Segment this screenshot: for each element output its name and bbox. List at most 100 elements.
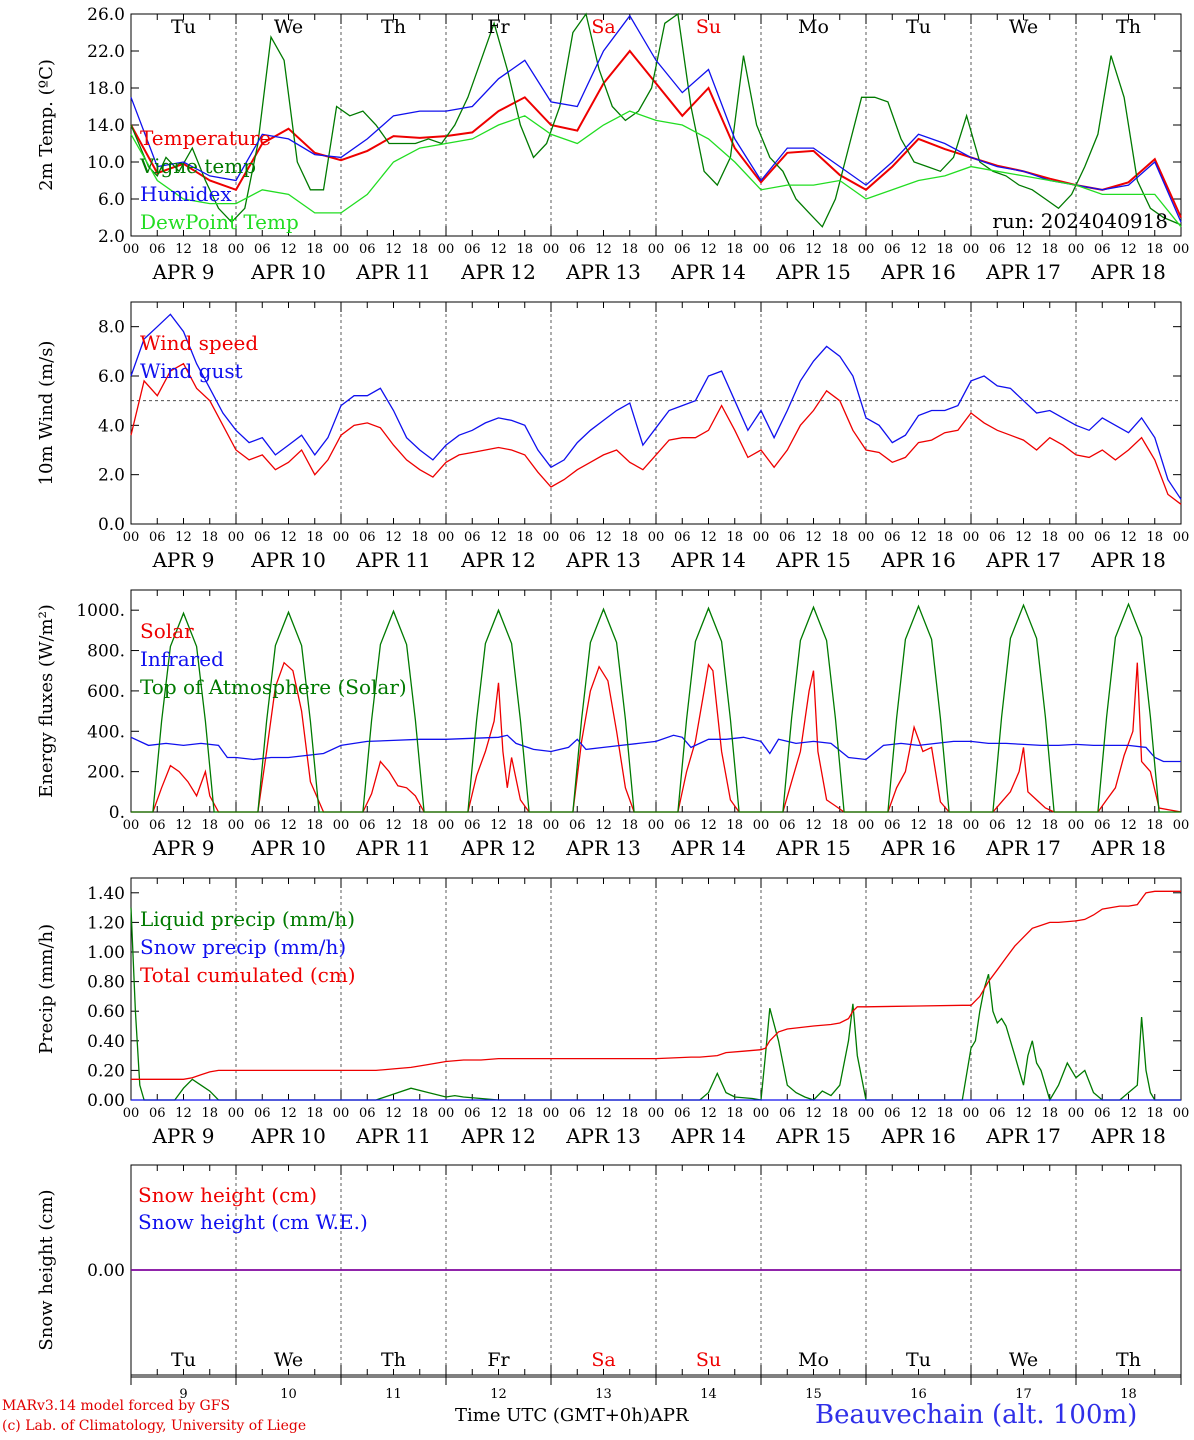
hour-tick-label: 06 — [254, 1106, 271, 1121]
y-tick-label: 1.00 — [87, 943, 125, 963]
hour-tick-label: 00 — [1068, 530, 1085, 545]
date-label: APR 14 — [670, 548, 746, 572]
hour-tick-label: 18 — [831, 530, 848, 545]
hour-tick-label: 00 — [543, 530, 560, 545]
day-number-label: 12 — [490, 1387, 507, 1402]
legend-entry: Vigne temp — [139, 154, 256, 178]
panel-2: 0.0 2.0 4.0 6.0 8.0 10m Wind (m/s) 00 06 12 18 00 0… — [36, 301, 1189, 572]
weekday-label: We — [274, 16, 303, 38]
y-tick-label: 0.00 — [87, 1261, 125, 1281]
series-line — [130, 12, 1182, 228]
hour-tick-label: 06 — [884, 242, 901, 257]
date-label: APR 15 — [775, 260, 851, 284]
hour-tick-label: 18 — [621, 242, 638, 257]
weekday-label: Tu — [171, 1349, 196, 1371]
hour-tick-label: 18 — [1146, 1106, 1163, 1121]
hour-tick-label: 06 — [569, 530, 586, 545]
weekday-label: Su — [696, 16, 721, 38]
y-tick-label: 200. — [87, 763, 125, 783]
hour-tick-label: 18 — [621, 530, 638, 545]
hour-tick-label: 00 — [333, 1106, 350, 1121]
hour-tick-label: 12 — [595, 530, 612, 545]
hour-tick-label: 18 — [411, 1106, 428, 1121]
hour-tick-label: 06 — [884, 1106, 901, 1121]
y-axis-label: Precip (mm/h) — [36, 924, 57, 1054]
hour-tick-label: 18 — [726, 1106, 743, 1121]
series-line — [130, 313, 1182, 500]
hour-tick-label: 06 — [884, 818, 901, 833]
hour-tick-label: 12 — [805, 242, 822, 257]
date-label: APR 10 — [250, 836, 326, 860]
date-label: APR 12 — [460, 1124, 536, 1148]
hour-tick-label: 12 — [1120, 242, 1137, 257]
hour-tick-label: 06 — [149, 530, 166, 545]
hour-tick-label: 06 — [884, 530, 901, 545]
date-label: APR 10 — [250, 548, 326, 572]
hour-tick-label: 00 — [228, 818, 245, 833]
hour-tick-label: 12 — [490, 242, 507, 257]
hour-tick-label: 18 — [1041, 818, 1058, 833]
weekday-label: We — [1009, 1349, 1038, 1371]
day-number-label: 14 — [700, 1387, 717, 1402]
hour-tick-label: 12 — [1120, 530, 1137, 545]
hour-tick-label: 18 — [831, 242, 848, 257]
hour-tick-label: 18 — [1146, 530, 1163, 545]
hour-tick-label: 18 — [1041, 530, 1058, 545]
hour-tick-label: 12 — [805, 818, 822, 833]
hour-tick-label: 06 — [464, 242, 481, 257]
hour-tick-label: 00 — [228, 242, 245, 257]
hour-tick-label: 12 — [1015, 242, 1032, 257]
hour-tick-label: 06 — [779, 242, 796, 257]
hour-tick-label: 00 — [753, 818, 770, 833]
series-line — [130, 110, 1182, 228]
hour-tick-label: 06 — [779, 1106, 796, 1121]
hour-tick-label: 18 — [516, 530, 533, 545]
hour-tick-label: 06 — [989, 242, 1006, 257]
x-axis-month: APR — [649, 1405, 689, 1426]
hour-tick-label: 18 — [936, 818, 953, 833]
date-label: APR 9 — [151, 548, 214, 572]
weekday-label: Sa — [591, 16, 615, 38]
hour-tick-label: 06 — [464, 818, 481, 833]
hour-tick-label: 12 — [175, 530, 192, 545]
hour-tick-label: 12 — [595, 818, 612, 833]
day-number-label: 10 — [280, 1387, 297, 1402]
hour-tick-label: 18 — [306, 242, 323, 257]
hour-tick-label: 12 — [910, 530, 927, 545]
hour-tick-label: 00 — [333, 530, 350, 545]
hour-tick-label: 06 — [674, 242, 691, 257]
hour-tick-label: 18 — [726, 818, 743, 833]
weekday-label: Sa — [591, 1349, 615, 1371]
hour-tick-label: 00 — [123, 530, 140, 545]
date-label: APR 13 — [565, 548, 641, 572]
date-label: APR 11 — [355, 260, 431, 284]
hour-tick-label: 00 — [753, 530, 770, 545]
legend-entry: Infrared — [140, 647, 224, 671]
weekday-label: Mo — [798, 16, 829, 38]
hour-tick-label: 00 — [543, 1106, 560, 1121]
hour-tick-label: 00 — [753, 242, 770, 257]
legend-entry: Wind gust — [140, 359, 243, 383]
y-tick-label: 0. — [109, 803, 125, 823]
hour-tick-label: 12 — [595, 1106, 612, 1121]
y-tick-label: 6.0 — [98, 190, 125, 210]
date-label: APR 9 — [151, 1124, 214, 1148]
y-tick-label: 0.80 — [87, 973, 125, 993]
hour-tick-label: 12 — [175, 818, 192, 833]
hour-tick-label: 00 — [648, 242, 665, 257]
hour-tick-label: 06 — [674, 818, 691, 833]
hour-tick-label: 06 — [464, 530, 481, 545]
day-number-label: 18 — [1120, 1387, 1137, 1402]
date-label: APR 17 — [985, 548, 1061, 572]
hour-tick-label: 06 — [149, 1106, 166, 1121]
hour-tick-label: 00 — [963, 818, 980, 833]
weekday-label: We — [1009, 16, 1038, 38]
hour-tick-label: 00 — [438, 818, 455, 833]
y-tick-label: 14.0 — [87, 116, 125, 136]
credit-lab: (c) Lab. of Climatology, University of L… — [2, 1418, 307, 1434]
date-label: APR 16 — [880, 1124, 956, 1148]
hour-tick-label: 00 — [438, 242, 455, 257]
hour-tick-label: 18 — [726, 242, 743, 257]
legend-entry: Temperature — [140, 126, 271, 150]
